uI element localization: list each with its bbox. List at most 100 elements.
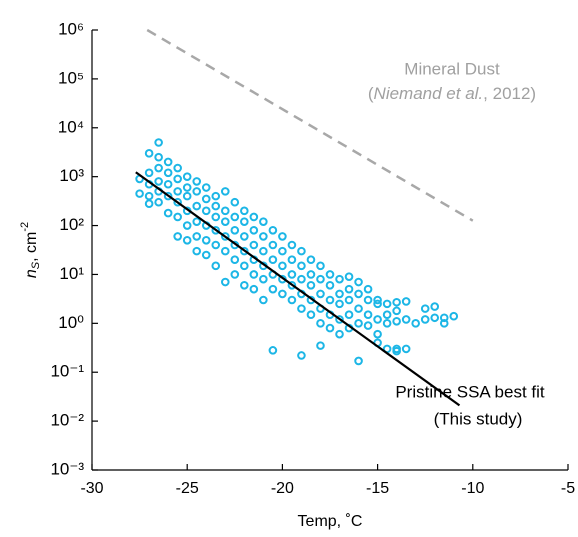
data-point: [249, 284, 259, 294]
data-point: [268, 225, 278, 235]
data-point: [335, 274, 344, 284]
x-tick-label: -30: [80, 480, 103, 497]
data-point: [363, 321, 373, 330]
data-point: [220, 187, 230, 196]
data-point: [201, 194, 211, 204]
data-point: [354, 304, 363, 313]
data-point: [173, 187, 182, 196]
data-point: [335, 289, 344, 299]
reference-line: [146, 28, 474, 222]
data-point: [287, 255, 297, 265]
data-point: [306, 255, 316, 265]
data-point: [144, 149, 154, 158]
data-point: [163, 179, 173, 189]
annotation: (Niemand et al., 2012): [368, 84, 536, 103]
y-label-sup: -2: [19, 222, 31, 232]
data-point: [268, 240, 278, 250]
data-point: [430, 302, 440, 311]
annotation: Mineral Dust: [404, 59, 500, 78]
y-tick-label: 10⁵: [58, 68, 84, 87]
data-point: [259, 246, 268, 256]
data-point: [173, 174, 182, 184]
data-point: [325, 270, 335, 279]
data-point: [240, 246, 249, 256]
x-tick-label: -20: [271, 480, 294, 497]
data-point: [335, 315, 344, 324]
data-point: [335, 329, 344, 339]
data-point: [211, 240, 221, 250]
data-point: [230, 255, 240, 265]
y-tick-label: 10³: [59, 166, 84, 185]
data-point: [344, 295, 354, 305]
y-tick-label: 10⁴: [58, 117, 84, 136]
data-point: [354, 356, 363, 366]
data-point: [297, 261, 306, 271]
data-point: [154, 138, 163, 147]
data-point: [182, 221, 192, 230]
data-point: [230, 197, 240, 207]
y-tick-label: 10⁶: [58, 19, 84, 38]
data-point: [363, 284, 373, 294]
data-point: [259, 232, 268, 241]
x-tick-label: -10: [461, 480, 484, 497]
data-point: [373, 315, 382, 324]
data-point: [449, 311, 459, 321]
data-point: [240, 217, 249, 226]
data-point: [230, 225, 240, 235]
data-point: [344, 284, 354, 294]
data-point: [344, 310, 354, 320]
data-point: [182, 183, 192, 192]
data-point: [287, 280, 297, 290]
data-point: [373, 295, 382, 305]
data-point: [192, 232, 202, 241]
x-tick-label: -25: [176, 480, 199, 497]
y-tick-label: 10²: [59, 215, 84, 234]
data-point: [154, 152, 163, 162]
data-point: [278, 289, 287, 299]
data-point: [144, 191, 154, 201]
data-point: [173, 163, 182, 173]
data-point: [316, 261, 325, 271]
data-point: [220, 246, 230, 256]
data-point: [173, 232, 182, 241]
data-point: [430, 313, 440, 323]
fit-line: [135, 171, 461, 407]
annotation-part: (: [368, 84, 374, 103]
y-tick-label: 10⁻²: [50, 411, 84, 430]
data-point: [297, 304, 306, 313]
data-point: [220, 232, 230, 241]
data-point: [439, 313, 449, 323]
data-point: [230, 212, 240, 222]
data-point: [268, 346, 278, 355]
y-axis-label: nS, cm-2: [19, 222, 42, 278]
annotation-part: Niemand et al.: [374, 84, 484, 103]
data-point: [163, 168, 173, 178]
data-point: [316, 319, 325, 328]
data-point: [201, 235, 211, 245]
data-point: [420, 304, 430, 313]
data-point: [201, 250, 211, 260]
data-point: [278, 232, 287, 241]
data-point: [220, 206, 230, 216]
data-point: [287, 270, 297, 279]
data-point: [354, 319, 363, 328]
y-label-unit: , cm: [23, 232, 40, 262]
data-point: [249, 270, 259, 279]
data-point: [182, 191, 192, 201]
y-tick-label: 10⁰: [58, 313, 84, 332]
y-label-sub: S: [30, 261, 42, 269]
data-point: [192, 177, 202, 186]
annotation-part: , 2012): [483, 84, 536, 103]
data-point: [192, 187, 202, 196]
data-point: [268, 255, 278, 265]
data-point: [201, 206, 211, 216]
y-tick-label: 10⁻³: [50, 459, 84, 478]
data-point: [144, 199, 154, 208]
data-point: [211, 201, 221, 211]
data-point: [297, 351, 306, 360]
data-point: [144, 168, 154, 178]
data-point: [344, 272, 354, 281]
data-point: [306, 280, 316, 290]
data-point: [278, 261, 287, 271]
